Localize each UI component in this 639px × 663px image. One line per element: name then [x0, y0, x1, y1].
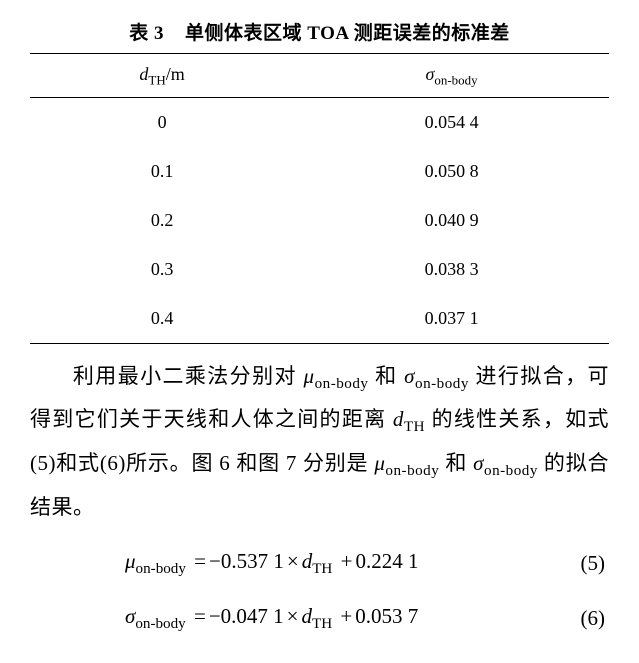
cell-dth: 0.1: [30, 147, 294, 196]
equation-6: σon-body =−0.047 1×dTH +0.053 7 (6): [30, 604, 609, 633]
eq-times: ×: [284, 604, 302, 628]
eq-b: 0.224 1: [355, 549, 418, 573]
col-header-sigma: σon-body: [294, 54, 609, 98]
eq-equals: =: [191, 549, 209, 573]
sigma-sub: on-body: [415, 376, 469, 392]
equation-5: μon-body =−0.537 1×dTH +0.224 1 (5): [30, 549, 609, 578]
equation-number: (5): [581, 551, 610, 576]
cell-sigma: 0.037 1: [294, 294, 609, 344]
eq-plus: +: [338, 549, 356, 573]
eq-a: 0.047 1: [221, 604, 284, 628]
eq-x-var: d: [302, 549, 313, 573]
caption-label: 表 3: [129, 23, 164, 44]
table-row: 0.3 0.038 3: [30, 245, 609, 294]
eq-plus: +: [337, 604, 355, 628]
body-paragraph: 利用最小二乘法分别对 μon-body 和 σon-body 进行拟合，可得到它…: [30, 356, 609, 528]
eq-neg: −: [209, 604, 221, 628]
eq-b: 0.053 7: [355, 604, 418, 628]
table-row: 0.1 0.050 8: [30, 147, 609, 196]
eq-x-var: d: [302, 604, 313, 628]
cell-dth: 0: [30, 97, 294, 147]
eq-times: ×: [284, 549, 302, 573]
header-d-unit: /m: [166, 64, 185, 84]
table-caption: 表 3 单侧体表区域 TOA 测距误差的标准差: [30, 18, 609, 45]
eq-neg: −: [209, 549, 221, 573]
table-header-row: dTH/m σon-body: [30, 54, 609, 98]
table-body: 0 0.054 4 0.1 0.050 8 0.2 0.040 9 0.3 0.…: [30, 97, 609, 343]
eq-lhs-sub: on-body: [136, 561, 186, 577]
cell-sigma: 0.054 4: [294, 97, 609, 147]
eq-a: 0.537 1: [221, 549, 284, 573]
eq-lhs-var: σ: [125, 604, 135, 628]
sigma-symbol: σ: [404, 364, 415, 388]
mu-sub: on-body: [315, 376, 369, 392]
table-row: 0 0.054 4: [30, 97, 609, 147]
equation-body: μon-body =−0.537 1×dTH +0.224 1: [125, 549, 418, 578]
eq-lhs-sub: on-body: [135, 616, 185, 632]
mu-symbol: μ: [374, 451, 385, 475]
d-sub: TH: [404, 419, 425, 435]
cell-dth: 0.2: [30, 196, 294, 245]
equation-body: σon-body =−0.047 1×dTH +0.053 7: [125, 604, 418, 633]
caption-title: 单侧体表区域 TOA 测距误差的标准差: [185, 23, 510, 44]
eq-x-sub: TH: [312, 561, 332, 577]
cell-dth: 0.3: [30, 245, 294, 294]
table-row: 0.4 0.037 1: [30, 294, 609, 344]
para-text: 和: [368, 364, 404, 388]
header-d-sub: TH: [148, 73, 165, 88]
equation-number: (6): [581, 606, 610, 631]
sigma-sub: on-body: [484, 463, 538, 479]
cell-sigma: 0.050 8: [294, 147, 609, 196]
para-text: 和: [439, 451, 473, 475]
table-row: 0.2 0.040 9: [30, 196, 609, 245]
para-text: 利用最小二乘法分别对: [72, 364, 304, 388]
sigma-symbol: σ: [473, 451, 484, 475]
cell-sigma: 0.038 3: [294, 245, 609, 294]
mu-symbol: μ: [304, 364, 315, 388]
col-header-dth: dTH/m: [30, 54, 294, 98]
eq-x-sub: TH: [312, 616, 332, 632]
eq-lhs-var: μ: [125, 549, 136, 573]
d-symbol: d: [393, 407, 404, 431]
mu-sub: on-body: [385, 463, 439, 479]
header-sigma-sub: on-body: [434, 73, 477, 88]
sigma-table: dTH/m σon-body 0 0.054 4 0.1 0.050 8 0.2…: [30, 53, 609, 344]
eq-equals: =: [191, 604, 209, 628]
cell-sigma: 0.040 9: [294, 196, 609, 245]
cell-dth: 0.4: [30, 294, 294, 344]
